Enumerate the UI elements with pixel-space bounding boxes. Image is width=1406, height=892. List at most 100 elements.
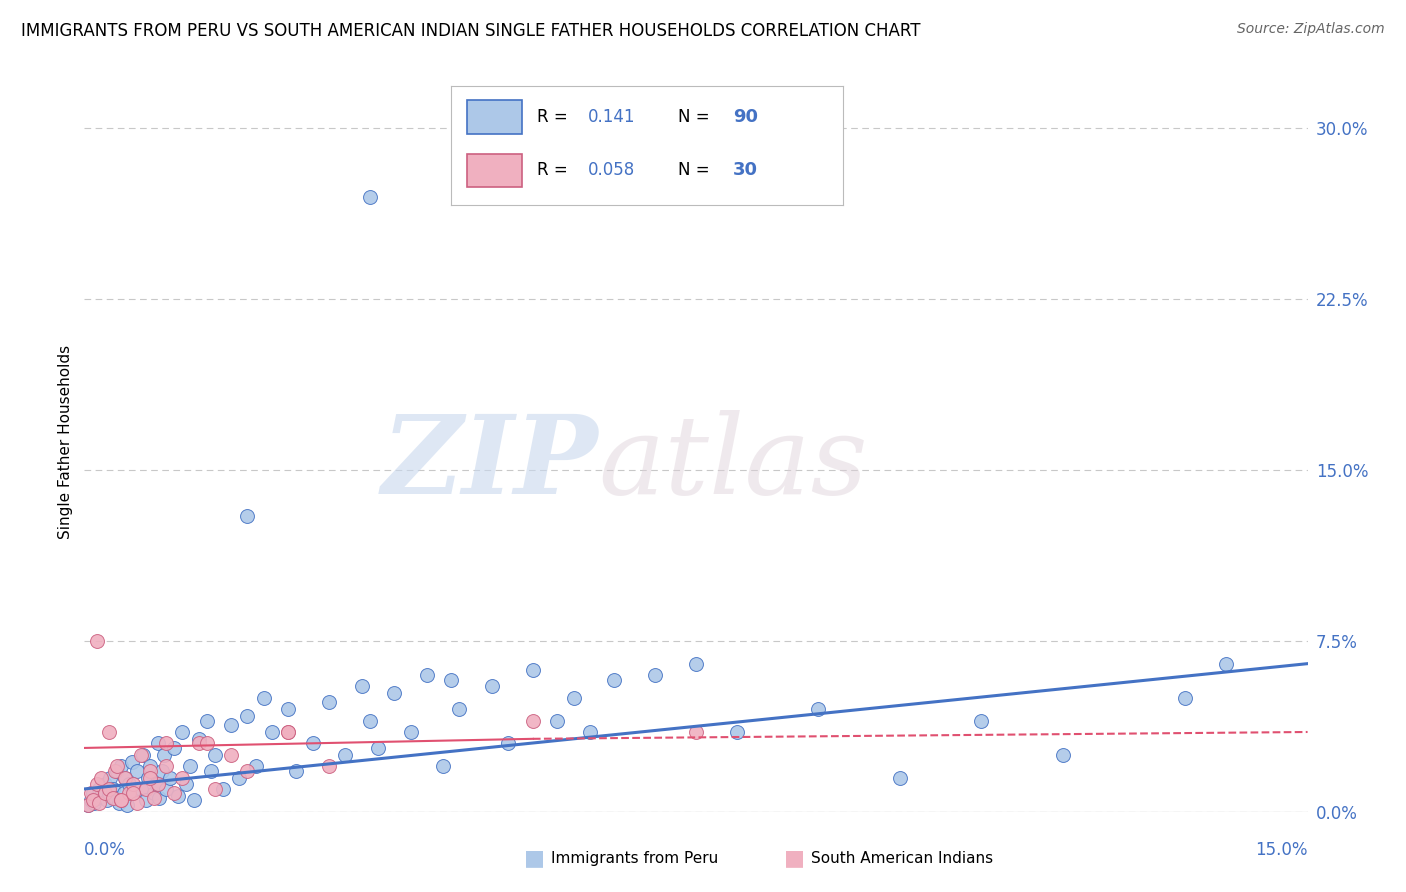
Point <box>245 759 267 773</box>
Point <box>204 781 226 796</box>
Point <box>301 736 323 750</box>
Text: ZIP: ZIP <box>381 410 598 517</box>
Point <box>603 673 626 687</box>
Point <box>118 787 141 801</box>
Point <box>195 714 218 728</box>
Point <box>562 690 585 705</box>
Text: 0.0%: 0.0% <box>84 841 127 859</box>
Point <box>163 787 186 801</box>
Point <box>138 771 160 785</box>
Point <box>277 725 299 739</box>
Point <box>122 777 145 791</box>
Text: Source: ZipAtlas.com: Source: ZipAtlas.com <box>1237 22 1385 37</box>
Point <box>83 796 105 810</box>
Point <box>236 508 259 523</box>
Point <box>219 747 242 762</box>
Point <box>725 725 748 739</box>
Point <box>110 793 132 807</box>
Point <box>100 771 122 785</box>
Point <box>172 771 194 785</box>
Point <box>277 702 299 716</box>
Point <box>114 771 136 785</box>
Point <box>146 736 169 750</box>
Point <box>187 736 209 750</box>
Point <box>253 690 276 705</box>
Point <box>77 797 100 812</box>
Point <box>127 764 149 778</box>
Point <box>187 731 209 746</box>
Point <box>195 736 218 750</box>
Point <box>318 759 340 773</box>
Point <box>105 759 128 773</box>
Point <box>146 777 169 791</box>
Point <box>77 797 100 812</box>
Point <box>121 755 143 769</box>
Point <box>440 673 463 687</box>
Point <box>97 781 120 796</box>
Point <box>522 714 544 728</box>
Point <box>127 796 149 810</box>
Point <box>114 771 136 785</box>
Point <box>228 771 250 785</box>
Point <box>136 771 159 785</box>
Point <box>889 771 911 785</box>
Point <box>432 759 454 773</box>
Point <box>236 709 259 723</box>
Point <box>155 736 177 750</box>
Point <box>285 764 308 778</box>
Point <box>80 787 103 801</box>
Point <box>153 747 176 762</box>
Point <box>93 787 115 801</box>
Point <box>86 633 108 648</box>
Point <box>112 787 135 801</box>
Point <box>179 759 201 773</box>
Point <box>481 680 503 694</box>
Point <box>350 680 373 694</box>
Point <box>172 725 194 739</box>
Point <box>90 771 112 785</box>
Point <box>236 764 259 778</box>
Point <box>86 791 108 805</box>
Point <box>212 781 235 796</box>
Point <box>122 784 145 798</box>
Point <box>1052 747 1074 762</box>
Point <box>644 668 666 682</box>
Point <box>118 777 141 791</box>
Point <box>104 764 127 778</box>
Point <box>204 747 226 762</box>
Point <box>367 740 389 755</box>
Point <box>135 781 157 796</box>
Point <box>449 702 471 716</box>
Point <box>159 771 181 785</box>
Point <box>145 777 167 791</box>
Point <box>131 747 153 762</box>
Point <box>107 796 129 810</box>
Point <box>167 789 190 803</box>
Point <box>105 764 128 778</box>
Point <box>101 781 124 796</box>
Point <box>110 759 132 773</box>
Point <box>200 764 222 778</box>
Text: 15.0%: 15.0% <box>1256 841 1308 859</box>
Point <box>97 725 120 739</box>
Text: atlas: atlas <box>598 410 868 517</box>
Point <box>807 702 830 716</box>
Point <box>135 793 157 807</box>
Point <box>110 793 132 807</box>
Text: ■: ■ <box>785 848 804 868</box>
Point <box>104 791 127 805</box>
Point <box>277 725 299 739</box>
Point <box>138 764 160 778</box>
Text: Immigrants from Peru: Immigrants from Peru <box>551 851 718 865</box>
Point <box>91 784 114 798</box>
Point <box>115 797 138 812</box>
Point <box>359 189 381 203</box>
Point <box>101 791 124 805</box>
Point <box>335 747 357 762</box>
Point <box>174 777 197 791</box>
Point <box>155 759 177 773</box>
Point <box>97 787 120 801</box>
Point <box>80 793 103 807</box>
Point <box>82 787 104 801</box>
Point <box>148 791 170 805</box>
